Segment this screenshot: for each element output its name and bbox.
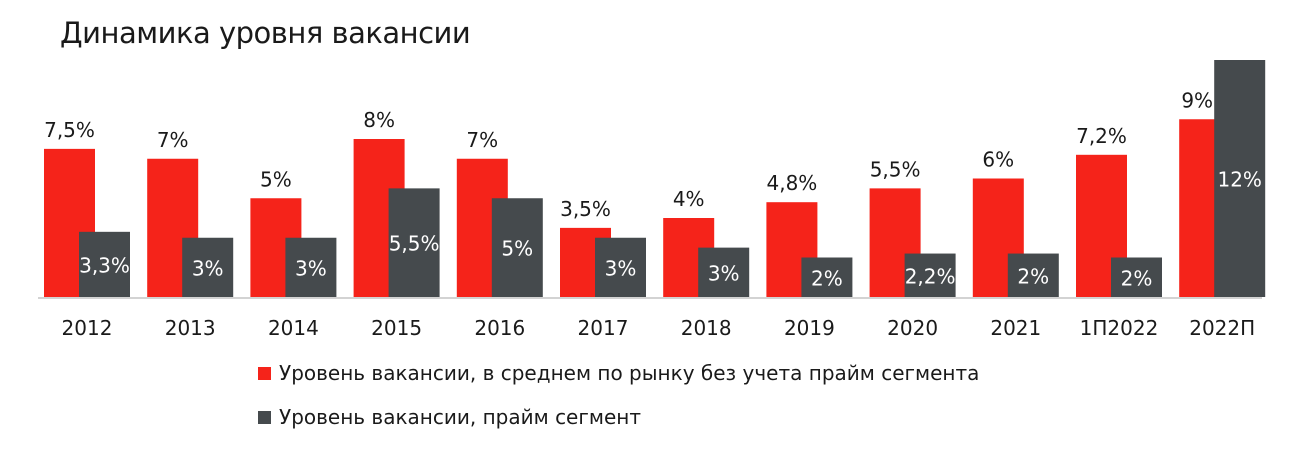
bar-prime [182, 237, 234, 297]
x-tick-label: 2012 [62, 316, 113, 340]
data-label-prime: 12% [1217, 168, 1261, 192]
data-label-market: 4,8% [766, 171, 817, 195]
x-tick-label: 2016 [474, 316, 525, 340]
bar-prime [801, 257, 853, 297]
x-tick-label: 2017 [578, 316, 629, 340]
bar-prime [698, 247, 750, 297]
legend-swatch-red [258, 366, 271, 380]
x-tick-label: 1П2022 [1080, 316, 1159, 340]
data-label-market: 5,5% [870, 157, 921, 181]
bar-prime [904, 253, 956, 297]
bar-prime [388, 188, 440, 297]
bar-chart: 7,5% 3,3% 2012 7% 3% 2013 5% 3% 2014 8% 5,5% 2015 7%… [38, 60, 1266, 340]
data-label-market: 5% [260, 167, 292, 191]
data-label-prime: 3% [708, 261, 740, 285]
data-label-prime: 2,2% [905, 264, 956, 288]
x-tick-label: 2015 [371, 316, 422, 340]
bar-prime [1214, 60, 1266, 297]
data-label-market: 9% [1181, 88, 1213, 112]
data-label-market: 7,2% [1076, 124, 1127, 148]
data-label-market: 7,5% [44, 118, 95, 142]
data-label-prime: 3,3% [79, 253, 130, 277]
legend-swatch-grey [258, 410, 271, 424]
data-label-prime: 2% [1017, 264, 1049, 288]
data-label-market: 8% [363, 108, 395, 132]
chart-title: Динамика уровня вакансии [60, 16, 471, 50]
data-label-market: 4% [673, 187, 705, 211]
data-label-prime: 2% [1121, 266, 1153, 290]
data-label-prime: 3% [605, 256, 637, 280]
bar-prime [491, 198, 543, 297]
x-tick-label: 2020 [887, 316, 938, 340]
data-label-market: 7% [466, 128, 498, 152]
legend-label: Уровень вакансии, прайм сегмент [279, 405, 641, 429]
x-tick-label: 2021 [990, 316, 1041, 340]
legend-item-market: Уровень вакансии, в среднем по рынку без… [258, 361, 979, 385]
data-label-prime: 2% [811, 266, 843, 290]
bar-prime [1007, 253, 1059, 297]
x-tick-label: 2018 [681, 316, 732, 340]
data-label-market: 6% [982, 148, 1014, 172]
x-tick-label: 2019 [784, 316, 835, 340]
x-tick-label: 2013 [165, 316, 216, 340]
bar-prime [79, 231, 130, 297]
bar-prime [1111, 257, 1162, 297]
legend-label: Уровень вакансии, в среднем по рынку без… [279, 361, 980, 385]
data-label-prime: 3% [295, 256, 327, 280]
bar-prime [595, 237, 646, 297]
bar-prime [285, 237, 337, 297]
x-tick-label: 2022П [1189, 316, 1255, 340]
data-label-prime: 3% [192, 256, 224, 280]
legend-item-prime: Уровень вакансии, прайм сегмент [258, 405, 641, 429]
x-tick-label: 2014 [268, 316, 319, 340]
data-label-market: 3,5% [560, 197, 611, 221]
data-label-prime: 5,5% [389, 232, 440, 256]
data-label-market: 7% [157, 128, 189, 152]
data-label-prime: 5% [501, 237, 533, 261]
